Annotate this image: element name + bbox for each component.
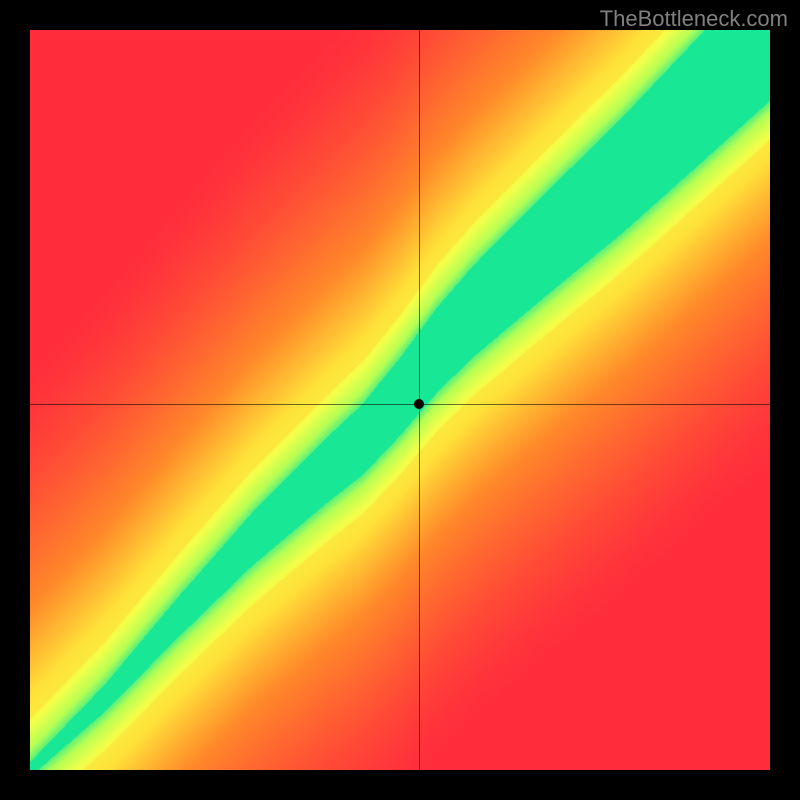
watermark-text: TheBottleneck.com [600, 6, 788, 32]
heatmap-plot [30, 30, 770, 770]
crosshair-horizontal [30, 404, 770, 405]
heatmap-canvas [30, 30, 770, 770]
marker-dot [414, 399, 424, 409]
